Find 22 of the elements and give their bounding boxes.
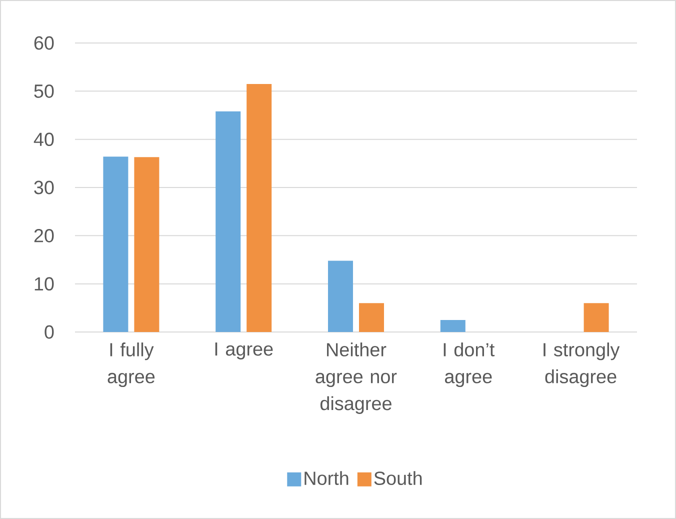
x-tick-label: I fully agree (108, 342, 155, 388)
y-tick-label: 30 (34, 180, 54, 194)
x-tick-label: I strongly disagree (544, 342, 620, 388)
bar (328, 260, 353, 332)
y-tick-label: 60 (34, 36, 54, 50)
bar (134, 157, 160, 332)
bar (246, 84, 272, 332)
y-tick-label: 20 (34, 228, 54, 242)
x-tick-label: I don’t agree (444, 342, 495, 388)
x-tick-label: I agree (215, 342, 273, 360)
bar (216, 111, 241, 332)
x-tick-label: Neither agree nor disagree (316, 342, 397, 414)
legend-label: North (304, 471, 348, 486)
legend-label: South (374, 471, 422, 486)
y-tick-label: 10 (34, 277, 54, 291)
bar (103, 156, 128, 332)
y-tick-label: 0 (44, 325, 54, 339)
bar (359, 303, 384, 332)
y-tick-label: 40 (34, 132, 54, 146)
bar (440, 320, 466, 332)
bar (584, 303, 609, 332)
y-tick-label: 50 (34, 84, 54, 98)
